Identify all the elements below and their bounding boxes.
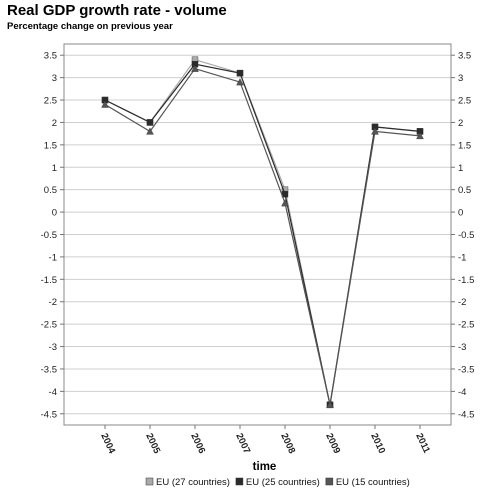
y-tick-label: -3.5 [458, 364, 474, 375]
series-line [104, 59, 421, 405]
legend-swatch [325, 477, 334, 486]
chart-title: Real GDP growth rate - volume [7, 2, 227, 19]
legend-swatch [145, 477, 154, 486]
y-tick-label: 0.5 [458, 185, 471, 196]
y-axis-right: 3.5 3 2.5 2 1.5 1 0.5 0 -0.5 -1 -1.5 -2 -2.5 -3 -3.5 -4… [451, 51, 474, 420]
data-point [236, 78, 244, 86]
data-point [281, 199, 289, 207]
y-tick-label: 3.5 [44, 51, 57, 62]
x-tick-label: 2008 [278, 432, 297, 456]
y-tick-label: -3.5 [41, 364, 57, 375]
y-tick-label: 3 [52, 73, 57, 84]
x-tick-label: 2004 [98, 432, 117, 456]
data-point [191, 64, 199, 72]
y-tick-label: 1 [458, 163, 463, 174]
x-tick-label: 2007 [233, 432, 252, 456]
y-tick-label: 0 [52, 208, 57, 219]
series-3 [101, 64, 424, 409]
data-point [416, 131, 424, 140]
data-point [146, 127, 154, 135]
data-point [101, 100, 109, 108]
legend-item: EU (27 countries) [145, 477, 230, 488]
y-tick-label: 0 [458, 208, 463, 219]
y-tick-label: -4 [49, 387, 57, 398]
y-tick-label: -0.5 [458, 230, 474, 241]
series-line [104, 63, 421, 405]
grid-lines [64, 54, 451, 415]
y-tick-label: -3 [458, 342, 466, 353]
y-tick-label: -2.5 [41, 320, 57, 331]
y-tick-label: -1.5 [41, 275, 57, 286]
legend-item: EU (15 countries) [325, 477, 410, 488]
y-tick-label: -1.5 [458, 275, 474, 286]
y-tick-label: 1.5 [458, 140, 471, 151]
x-tick-label: 2006 [188, 432, 207, 456]
y-tick-label: 1 [52, 163, 57, 174]
y-tick-label: 2.5 [44, 96, 57, 107]
y-tick-label: -4.5 [458, 409, 474, 420]
legend-label: EU (25 countries) [246, 477, 320, 488]
y-tick-label: -4 [458, 387, 466, 398]
x-tick-label: 2005 [143, 432, 162, 456]
chart-subtitle: Percentage change on previous year [7, 21, 173, 32]
y-tick-label: -2 [49, 297, 57, 308]
legend-item: EU (25 countries) [235, 477, 320, 488]
x-tick-label: 2010 [368, 432, 387, 456]
x-tick-label: 2011 [413, 432, 432, 456]
data-point [371, 127, 379, 135]
y-tick-label: -1 [458, 252, 466, 263]
y-tick-label: 3.5 [458, 51, 471, 62]
x-axis: 2004 2005 2006 2007 2008 2009 2010 2011 [98, 425, 432, 456]
y-tick-label: -0.5 [41, 230, 57, 241]
y-tick-label: -2.5 [458, 320, 474, 331]
series-1 [101, 56, 424, 409]
series-lines [101, 56, 424, 409]
data-point [146, 119, 154, 126]
series-line [104, 68, 421, 405]
y-tick-label: 3 [458, 73, 463, 84]
legend-label: EU (15 countries) [336, 477, 410, 488]
data-point [236, 69, 244, 77]
y-tick-label: 0.5 [44, 185, 57, 196]
y-tick-label: 2 [458, 118, 463, 129]
y-axis-left: 3.5 3 2.5 2 1.5 1 0.5 0 -0.5 -1 -1.5 -2 -2.5 -3 -3.5 -4… [41, 51, 64, 420]
y-tick-label: 2 [52, 118, 57, 129]
legend: EU (27 countries) EU (25 countries) EU (15… [145, 477, 410, 488]
y-tick-label: -2 [458, 297, 466, 308]
y-tick-label: -3 [49, 342, 57, 353]
y-tick-label: 2.5 [458, 96, 471, 107]
y-tick-label: -1 [49, 252, 57, 263]
legend-swatch [235, 477, 244, 486]
y-tick-label: -4.5 [41, 409, 57, 420]
legend-label: EU (27 countries) [156, 477, 230, 488]
x-axis-title: time [253, 461, 277, 473]
data-point [326, 400, 334, 409]
y-tick-label: 1.5 [44, 140, 57, 151]
x-tick-label: 2009 [323, 432, 342, 456]
